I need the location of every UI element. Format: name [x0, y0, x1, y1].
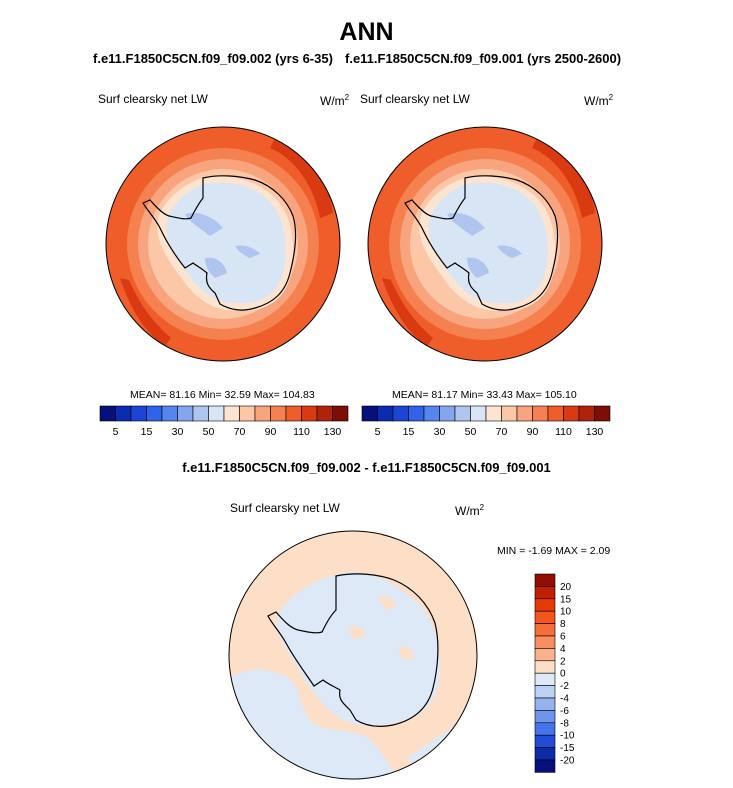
right-colorbar-box: [532, 405, 549, 422]
diff-colorbar-tick-label: 8: [560, 619, 566, 630]
diff-colorbar-box: [534, 747, 556, 761]
left-colorbar-tick-label: 15: [141, 426, 153, 438]
right-colorbar-tick-label: 30: [434, 426, 446, 438]
right-colorbar-tick-label: 15: [403, 426, 415, 438]
left-colorbar-box: [301, 405, 318, 422]
diff-panel-title: f.e11.F1850C5CN.f09_f09.002 - f.e11.F185…: [182, 460, 551, 475]
left-colorbar-box: [254, 405, 271, 422]
left-map: [105, 126, 341, 362]
diff-colorbar-box: [534, 573, 556, 587]
right-colorbar-box: [547, 405, 564, 422]
left-colorbar-tick-label: 50: [203, 426, 215, 438]
right-colorbar-box: [501, 405, 518, 422]
right-colorbar-box: [578, 405, 595, 422]
left-colorbar-tick-label: 5: [113, 426, 119, 438]
left-colorbar-box: [316, 405, 333, 422]
right-colorbar-box: [470, 405, 487, 422]
diff-colorbar-tick-label: -20: [560, 756, 575, 767]
left-variable-label: Surf clearsky net LW: [98, 92, 208, 106]
left-units: W/m2: [320, 93, 350, 108]
diff-colorbar-tick-label: 0: [560, 669, 566, 680]
left-colorbar-box: [239, 405, 256, 422]
left-colorbar-tick-label: 130: [324, 426, 342, 438]
right-variable-label: Surf clearsky net LW: [360, 92, 470, 106]
left-colorbar-box: [208, 405, 225, 422]
diff-colorbar-box: [534, 610, 556, 624]
diff-colorbar-tick-label: -8: [560, 718, 569, 729]
left-colorbar-box: [332, 405, 349, 422]
left-colorbar-box: [99, 405, 116, 422]
left-colorbar-tick-label: 90: [265, 426, 277, 438]
diff-colorbar-box: [534, 623, 556, 637]
right-panel-title: f.e11.F1850C5CN.f09_f09.001 (yrs 2500-26…: [345, 51, 622, 66]
diff-colorbar-box: [534, 685, 556, 699]
left-stats: MEAN= 81.16 Min= 32.59 Max= 104.83: [130, 389, 315, 401]
left-colorbar-tick-label: 110: [293, 426, 310, 438]
diff-colorbar-tick-label: 6: [560, 632, 566, 643]
diff-colorbar-box: [534, 710, 556, 724]
diff-colorbar-box: [534, 672, 556, 686]
diff-colorbar-box: [534, 660, 556, 674]
right-colorbar-box: [423, 405, 440, 422]
right-colorbar-box: [377, 405, 394, 422]
diff-colorbar-box: [534, 586, 556, 600]
diff-units: W/m2: [455, 503, 485, 518]
right-colorbar-tick-label: 50: [465, 426, 477, 438]
diff-colorbar-tick-label: -10: [560, 731, 575, 742]
diff-colorbar-tick-label: -2: [560, 681, 569, 692]
diff-colorbar-tick-label: 2: [560, 656, 566, 667]
left-colorbar-box: [130, 405, 147, 422]
left-colorbar-tick-label: 30: [172, 426, 184, 438]
left-panel-title: f.e11.F1850C5CN.f09_f09.002 (yrs 6-35): [93, 51, 333, 66]
right-map: [367, 126, 603, 362]
left-colorbar-box: [223, 405, 240, 422]
left-colorbar-box: [285, 405, 302, 422]
diff-map: [228, 530, 478, 780]
right-colorbar-tick-label: 130: [586, 426, 604, 438]
diff-colorbar-box: [534, 598, 556, 612]
left-colorbar-box: [177, 405, 194, 422]
right-colorbar-box: [594, 405, 611, 422]
right-colorbar-box: [516, 405, 533, 422]
diff-colorbar-tick-label: -15: [560, 743, 575, 754]
left-colorbar-box: [146, 405, 163, 422]
left-colorbar-box: [161, 405, 178, 422]
right-colorbar-tick-label: 110: [555, 426, 572, 438]
diff-stats: MIN = -1.69 MAX = 2.09: [497, 545, 611, 557]
right-units: W/m2: [584, 93, 614, 108]
diff-colorbar-box: [534, 734, 556, 748]
right-colorbar-box: [361, 405, 378, 422]
left-colorbar: 5 15 30 50 70 90 110 130: [99, 405, 349, 438]
left-colorbar-tick-label: 70: [234, 426, 246, 438]
diff-colorbar-box: [534, 648, 556, 662]
right-colorbar-box: [392, 405, 409, 422]
diff-colorbar-box: [534, 722, 556, 736]
right-colorbar-box: [563, 405, 580, 422]
diff-colorbar-tick-label: 20: [560, 582, 572, 593]
right-colorbar-box: [485, 405, 502, 422]
diff-colorbar-tick-label: -6: [560, 706, 569, 717]
right-colorbar-box: [439, 405, 456, 422]
diff-colorbar-tick-label: -4: [560, 694, 569, 705]
diff-colorbar-tick-label: 15: [560, 594, 572, 605]
left-colorbar-box: [115, 405, 132, 422]
right-colorbar-box: [408, 405, 425, 422]
right-colorbar-tick-label: 70: [496, 426, 508, 438]
diff-colorbar-tick-label: 10: [560, 607, 572, 618]
diff-colorbar-tick-label: 4: [560, 644, 566, 655]
right-colorbar-box: [454, 405, 471, 422]
diff-colorbar-box: [534, 635, 556, 649]
left-colorbar-box: [270, 405, 287, 422]
diff-colorbar-box: [534, 697, 556, 711]
main-title: ANN: [339, 18, 394, 46]
left-colorbar-box: [192, 405, 209, 422]
right-colorbar-tick-label: 5: [375, 426, 381, 438]
right-colorbar: 5 15 30 50 70 90 110 130: [361, 405, 611, 438]
right-colorbar-tick-label: 90: [527, 426, 539, 438]
right-stats: MEAN= 81.17 Min= 33.43 Max= 105.10: [392, 389, 577, 401]
diff-variable-label: Surf clearsky net LW: [230, 501, 340, 515]
diff-colorbar-box: [534, 759, 556, 773]
